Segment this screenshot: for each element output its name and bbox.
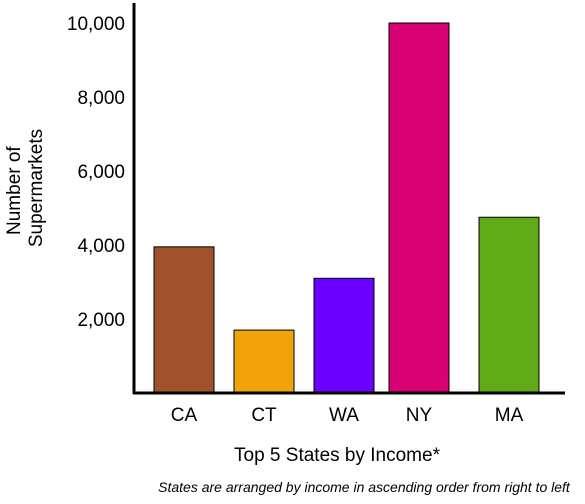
y-tick-label-2000: 2,000 [77,310,125,331]
y-tick-labels: 2,000 4,000 6,000 8,000 10,000 [67,14,125,331]
x-tick-label-ct: CT [251,405,277,426]
x-tick-label-ma: MA [495,405,524,426]
y-tick-label-8000: 8,000 [77,88,125,109]
bar-ca [154,247,214,393]
bar-wa [314,278,374,393]
x-tick-labels: CA CT WA NY MA [171,405,524,426]
y-axis-title: Number of Supermarkets [4,129,47,247]
bars-group [154,23,539,393]
y-tick-label-10000: 10,000 [67,14,125,35]
x-tick-label-wa: WA [329,405,359,426]
y-tick-label-6000: 6,000 [77,162,125,183]
x-tick-label-ca: CA [171,405,198,426]
x-axis-title: Top 5 States by Income* [234,445,441,466]
bar-ny [389,23,449,393]
bar-ct [234,330,294,393]
y-tick-label-4000: 4,000 [77,236,125,257]
footnote: States are arranged by income in ascendi… [158,479,571,495]
bar-ma [479,217,539,393]
x-tick-label-ny: NY [406,405,433,426]
